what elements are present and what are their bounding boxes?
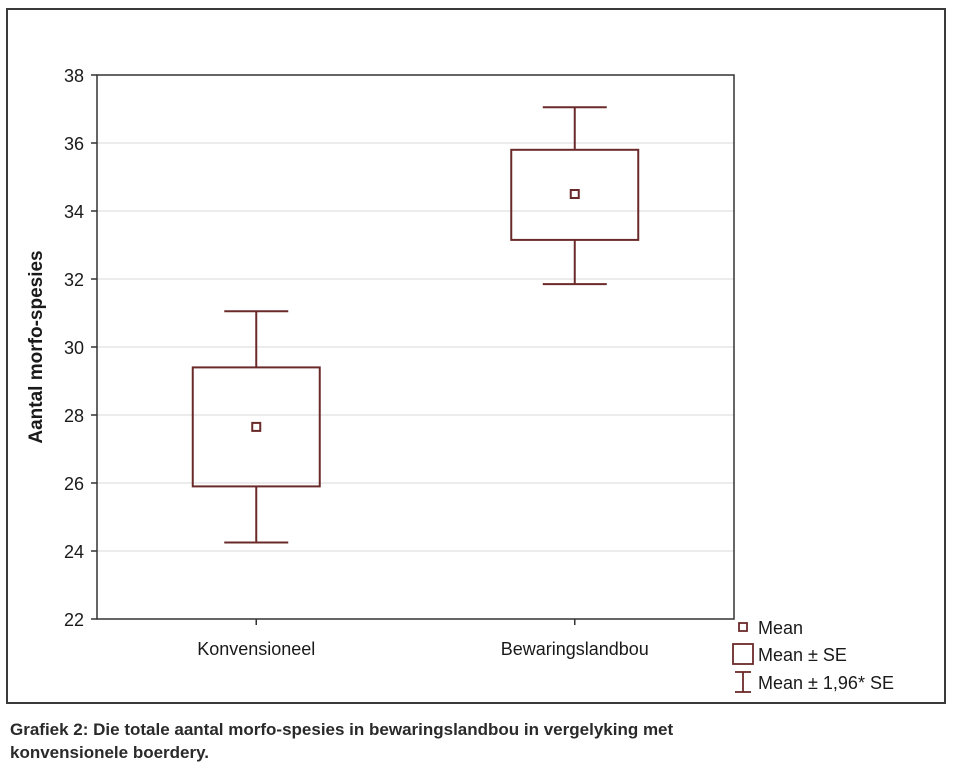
y-tick-label: 26 <box>64 474 84 494</box>
y-tick-label: 38 <box>64 66 84 86</box>
chart-frame <box>6 8 946 704</box>
series-2 <box>510 106 640 286</box>
se-box <box>191 366 321 488</box>
legend-label: Mean ± 1,96* SE <box>758 673 894 693</box>
plot-marks <box>191 106 640 544</box>
axes: 22 24 26 28 30 32 34 36 38 Konvensioneel Bewarings… <box>64 66 735 659</box>
gridlines <box>97 142 734 552</box>
legend-mean-symbol <box>738 622 748 632</box>
legend-item-mean: Mean <box>738 618 803 638</box>
legend-label: Mean <box>758 618 803 638</box>
legend-label: Mean ± SE <box>758 645 847 665</box>
legend-item-whisker: Mean ± 1,96* SE <box>735 671 894 693</box>
y-tick-label: 22 <box>64 610 84 630</box>
caption-line-2: konvensionele boerdery. <box>10 743 210 762</box>
y-axis-label: Aantal morfo-spesies <box>26 250 47 443</box>
legend-item-box: Mean ± SE <box>732 643 847 665</box>
se-box <box>510 148 640 241</box>
legend: Mean Mean ± SE Mean ± 1,96* SE <box>732 618 894 693</box>
mean-marker <box>569 189 580 199</box>
caption-line-1: Grafiek 2: Die totale aantal morfo-spesi… <box>10 720 674 739</box>
legend-box-symbol <box>732 643 754 665</box>
series-1 <box>191 310 321 544</box>
y-tick-label: 24 <box>64 542 84 562</box>
y-tick-label: 28 <box>64 406 84 426</box>
mean-marker <box>251 421 262 432</box>
y-tick-label: 30 <box>64 338 84 358</box>
chart: 22 24 26 28 30 32 34 36 38 Konvensioneel Bewarings… <box>26 66 894 693</box>
y-tick-label: 32 <box>64 270 84 290</box>
figure-caption: Grafiek 2: Die totale aantal morfo-spesi… <box>10 718 940 764</box>
plot-area-border <box>96 74 735 620</box>
y-tick-label: 34 <box>64 202 84 222</box>
x-tick-label: Konvensioneel <box>197 639 315 659</box>
y-tick-label: 36 <box>64 134 84 154</box>
x-tick-label: Bewaringslandbou <box>501 639 649 659</box>
